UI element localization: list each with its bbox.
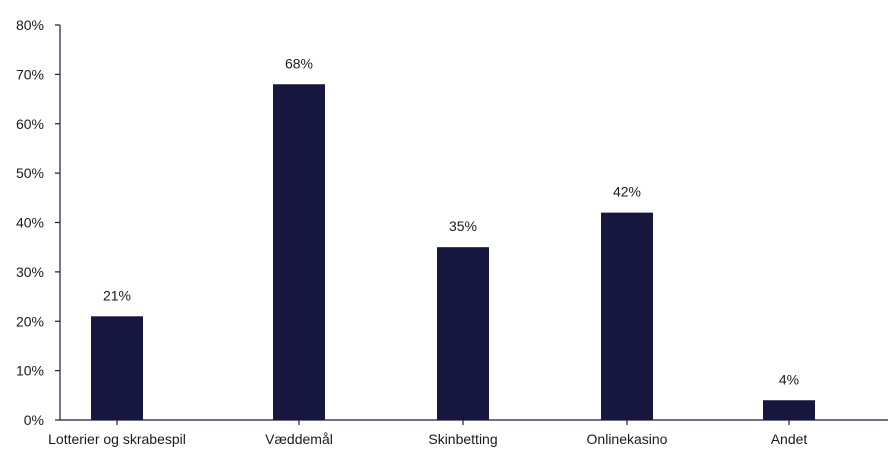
y-axis: 0% 10% 20% 30% 40% 50% 60% 70% 80% (16, 17, 61, 428)
x-tick-label: Lotterier og skrabespil (48, 431, 186, 447)
y-tick-label: 10% (16, 363, 44, 379)
bar (273, 84, 325, 420)
data-label: 4% (779, 371, 799, 387)
data-label: 42% (613, 184, 641, 200)
bar (763, 400, 815, 420)
bar (437, 247, 489, 420)
bar (91, 316, 143, 420)
data-label: 21% (103, 287, 131, 303)
y-tick-label: 20% (16, 313, 44, 329)
x-tick-label: Andet (771, 431, 808, 447)
data-labels: 21% 68% 35% 42% 4% (103, 55, 799, 387)
y-tick-label: 0% (24, 412, 44, 428)
x-tick-label: Væddemål (265, 431, 333, 447)
y-tick-label: 80% (16, 17, 44, 33)
bars (91, 84, 815, 420)
y-tick-label: 70% (16, 66, 44, 82)
y-tick-label: 40% (16, 215, 44, 231)
x-axis: Lotterier og skrabespil Væddemål Skinbetti… (48, 419, 888, 447)
y-tick-label: 50% (16, 165, 44, 181)
x-tick-label: Onlinekasino (587, 431, 668, 447)
y-tick-label: 30% (16, 264, 44, 280)
x-tick-label: Skinbetting (428, 431, 497, 447)
data-label: 35% (449, 218, 477, 234)
data-label: 68% (285, 55, 313, 71)
bar (601, 212, 653, 420)
y-tick-label: 60% (16, 116, 44, 132)
